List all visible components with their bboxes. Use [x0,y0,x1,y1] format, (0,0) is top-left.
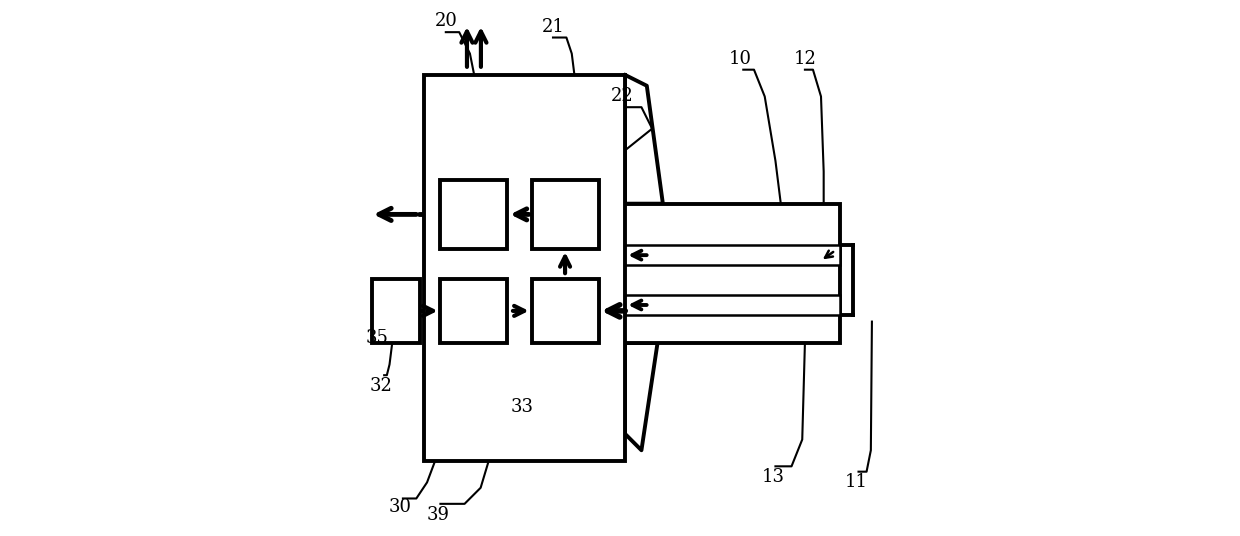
Bar [440,180,507,249]
Text: 32: 32 [370,377,393,395]
Bar [372,279,419,343]
Bar [532,279,599,343]
Text: 35: 35 [366,329,388,347]
Text: 30: 30 [389,497,412,516]
Text: 22: 22 [611,87,634,106]
Bar [440,279,507,343]
Text: 11: 11 [844,473,867,492]
Text: 21: 21 [542,18,564,36]
Text: 33: 33 [511,398,534,416]
Bar [622,204,839,343]
Text: 39: 39 [427,505,449,524]
Bar [532,180,599,249]
Text: 20: 20 [434,12,458,31]
Text: 10: 10 [729,50,753,68]
Bar [622,245,839,265]
Bar [622,295,839,315]
Text: 13: 13 [761,468,784,486]
Bar [424,75,625,461]
Text: 12: 12 [794,50,816,68]
